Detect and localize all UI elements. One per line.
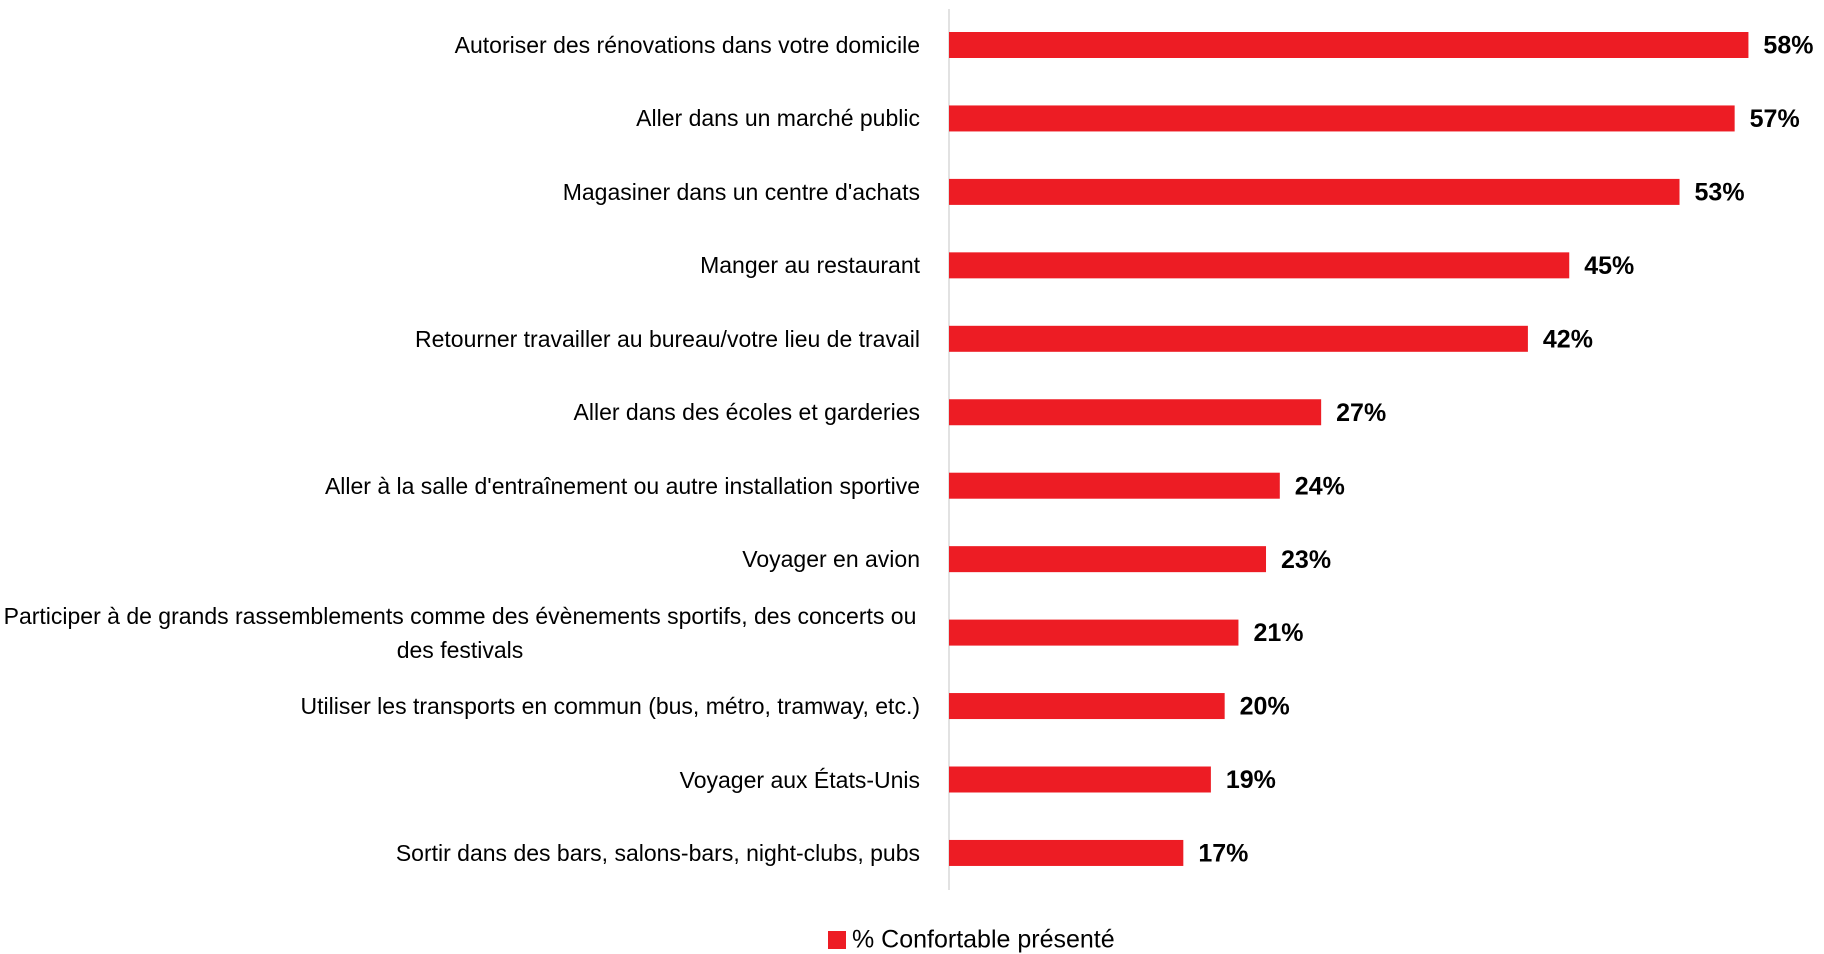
data-label: 24% xyxy=(1295,472,1345,500)
category-label: Voyager aux États-Unis xyxy=(679,766,920,793)
bar xyxy=(949,619,1239,646)
category-label: Retourner travailler au bureau/votre lie… xyxy=(415,325,920,352)
category-label: Sortir dans des bars, salons-bars, night… xyxy=(395,839,920,866)
bar xyxy=(949,766,1211,793)
data-label: 19% xyxy=(1226,766,1276,794)
bar xyxy=(949,546,1267,573)
bar xyxy=(949,472,1280,499)
category-label: Aller à la salle d'entraînement ou autre… xyxy=(324,472,920,499)
bar xyxy=(949,32,1749,58)
category-label: Manger au restaurant xyxy=(700,252,920,279)
category-label: Autoriser des rénovations dans votre dom… xyxy=(454,32,920,58)
data-label: 20% xyxy=(1240,693,1290,721)
category-label: Utiliser les transports en commun (bus, … xyxy=(300,693,920,720)
data-label: 23% xyxy=(1281,546,1331,574)
category-label: Aller dans des écoles et garderies xyxy=(573,399,920,426)
data-label: 57% xyxy=(1750,105,1800,133)
bar xyxy=(949,399,1322,426)
data-label: 45% xyxy=(1584,252,1634,280)
data-label: 42% xyxy=(1543,325,1593,353)
data-label: 21% xyxy=(1253,619,1303,647)
bar xyxy=(949,252,1570,279)
bar xyxy=(949,693,1225,720)
data-label: 58% xyxy=(1763,32,1813,60)
category-label: Participer à de grands rassemblements co… xyxy=(3,602,917,663)
data-label: 17% xyxy=(1198,840,1248,868)
category-label: Aller dans un marché public xyxy=(636,105,920,132)
data-label: 53% xyxy=(1695,179,1745,207)
category-label: Magasiner dans un centre d'achats xyxy=(562,178,920,205)
category-label: Voyager en avion xyxy=(742,546,920,573)
bar xyxy=(949,325,1528,352)
legend-swatch xyxy=(828,931,846,949)
data-label: 27% xyxy=(1336,399,1386,427)
legend-label: % Confortable présenté xyxy=(852,926,1115,954)
bar xyxy=(949,839,1184,866)
bar xyxy=(949,178,1680,205)
bar xyxy=(949,105,1735,132)
